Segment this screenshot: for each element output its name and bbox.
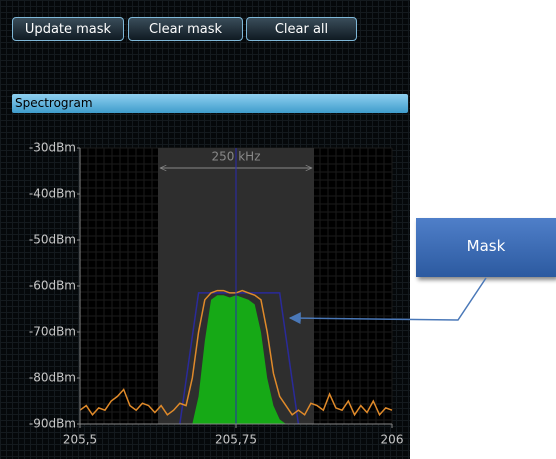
- panel-header: Spectrogram: [12, 94, 408, 113]
- update-mask-button[interactable]: Update mask: [12, 17, 124, 41]
- y-tick-label: -40dBm: [29, 187, 76, 201]
- callout-connector: [288, 277, 487, 325]
- series-line: [179, 292, 300, 425]
- y-tick-label: -30dBm: [29, 141, 76, 155]
- y-tick-label: -60dBm: [29, 279, 76, 293]
- clear-mask-button[interactable]: Clear mask: [128, 17, 243, 41]
- clear-all-button[interactable]: Clear all: [246, 17, 357, 41]
- x-tick-label: 206: [381, 433, 404, 447]
- x-tick-label: 205,75: [215, 433, 257, 447]
- y-tick-label: -80dBm: [29, 371, 76, 385]
- y-tick-label: -90dBm: [29, 417, 76, 431]
- spectrum-area: [192, 295, 286, 424]
- x-tick-label: 205,5: [63, 433, 97, 447]
- y-tick-label: -70dBm: [29, 325, 76, 339]
- callout-box: Mask: [416, 218, 556, 277]
- y-tick-label: -50dBm: [29, 233, 76, 247]
